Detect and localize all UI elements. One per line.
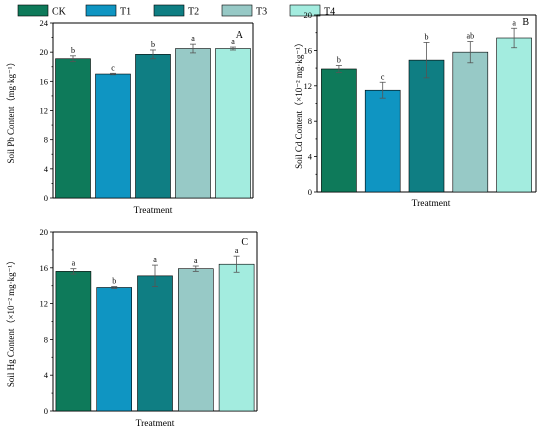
significance-label-b-t2: b — [425, 32, 429, 41]
bar-a-t4 — [215, 48, 251, 199]
y-tick-label-a: 16 — [40, 76, 49, 86]
x-axis-label-b: Treatment — [412, 199, 451, 209]
y-axis-label-a: Soil Pb Content（mg·kg⁻¹） — [6, 58, 16, 164]
significance-label-a-t4: a — [231, 37, 235, 46]
y-axis-label-b: Soil Cd Content（×10⁻² mg·kg⁻¹） — [294, 38, 304, 169]
significance-label-c-ck: a — [72, 259, 76, 268]
bar-a-t2 — [135, 54, 171, 199]
y-tick-label-c: 4 — [44, 370, 49, 380]
legend-swatch-t1 — [85, 4, 117, 17]
legend-swatch-t4 — [289, 4, 321, 17]
y-tick-label-b: 16 — [304, 45, 313, 55]
bar-c-t3 — [178, 268, 214, 412]
bar-b-t4 — [496, 37, 532, 193]
y-tick-label-a: 4 — [44, 164, 49, 174]
y-tick-label-c: 20 — [40, 227, 49, 237]
y-tick-label-b: 8 — [308, 116, 312, 126]
y-tick-label-c: 0 — [44, 406, 48, 416]
significance-label-c-t4: a — [235, 246, 239, 255]
bar-c-t2 — [137, 275, 173, 412]
panel-letter-c: C — [241, 237, 248, 248]
significance-label-a-t3: a — [191, 34, 195, 43]
bar-c-ck — [55, 271, 92, 412]
y-tick-label-c: 12 — [40, 299, 49, 309]
significance-label-b-t1: c — [381, 72, 385, 81]
y-tick-label-a: 24 — [40, 18, 49, 28]
y-tick-label-b: 20 — [304, 10, 313, 20]
significance-label-c-t1: b — [112, 277, 116, 286]
bar-a-t3 — [175, 48, 211, 199]
y-tick-label-b: 12 — [304, 81, 313, 91]
legend-swatch-ck — [17, 4, 49, 17]
significance-label-c-t3: a — [194, 256, 198, 265]
legend-label-t2: T2 — [188, 7, 199, 18]
y-axis-label-c: Soil Hg Content（×10⁻² mg·kg⁻¹） — [6, 256, 16, 387]
legend-label-ck: CK — [52, 7, 67, 18]
significance-label-a-t1: c — [111, 63, 115, 72]
bar-a-ck — [55, 58, 91, 199]
bar-c-t4 — [218, 263, 255, 412]
bar-b-t2 — [408, 59, 445, 193]
legend-label-t1: T1 — [120, 7, 131, 18]
bar-c-t1 — [96, 287, 132, 412]
x-axis-label-a: Treatment — [134, 206, 173, 216]
bar-a-t1 — [95, 73, 131, 199]
significance-label-a-ck: b — [71, 46, 75, 55]
y-tick-label-a: 20 — [40, 47, 49, 57]
x-axis-label-c: Treatment — [136, 419, 175, 429]
y-tick-label-c: 16 — [40, 263, 49, 273]
y-tick-label-a: 0 — [44, 193, 48, 203]
y-tick-label-a: 12 — [40, 106, 49, 116]
bar-b-ck — [321, 68, 357, 193]
y-tick-label-c: 8 — [44, 334, 48, 344]
legend-swatch-t3 — [221, 4, 253, 17]
legend-label-t3: T3 — [256, 7, 267, 18]
panel-letter-b: B — [522, 17, 529, 28]
significance-label-a-t2: b — [151, 40, 155, 49]
bar-b-t1 — [364, 89, 401, 193]
panel-letter-a: A — [236, 30, 244, 41]
y-tick-label-a: 8 — [44, 135, 48, 145]
y-tick-label-b: 0 — [308, 187, 312, 197]
y-tick-label-b: 4 — [308, 152, 313, 162]
significance-label-c-t2: a — [153, 255, 157, 264]
significance-label-b-ck: b — [337, 55, 341, 64]
significance-label-b-t4: a — [512, 18, 516, 27]
legend-swatch-t2 — [153, 4, 185, 17]
bar-b-t3 — [452, 51, 489, 193]
legend-label-t4: T4 — [324, 7, 335, 18]
significance-label-b-t3: ab — [467, 32, 475, 41]
